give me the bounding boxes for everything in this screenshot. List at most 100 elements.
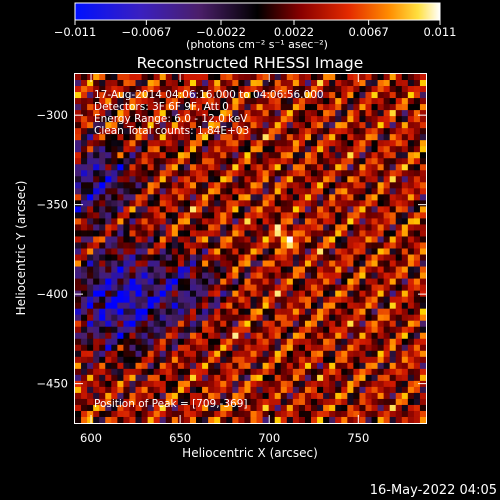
heatmap-cell — [153, 80, 161, 87]
heatmap-cell — [280, 398, 288, 406]
heatmap-cell — [220, 332, 227, 340]
heatmap-cell — [286, 146, 294, 153]
heatmap-cell — [262, 200, 270, 207]
heatmap-cell — [377, 200, 385, 207]
heatmap-cell — [226, 170, 233, 177]
heatmap-cell — [407, 200, 415, 207]
heatmap-cell — [377, 92, 385, 99]
heatmap-cell — [81, 200, 88, 207]
heatmap-cell — [135, 368, 142, 376]
heatmap-cell — [93, 122, 100, 129]
heatmap-cell — [87, 152, 94, 159]
heatmap-cell — [335, 308, 342, 316]
heatmap-cell — [250, 104, 257, 111]
heatmap-cell — [147, 158, 155, 165]
heatmap-cell — [87, 104, 94, 111]
heatmap-cell — [268, 308, 276, 316]
heatmap-cell — [280, 362, 288, 370]
heatmap-cell — [177, 266, 185, 273]
heatmap-cell — [407, 242, 415, 249]
heatmap-cell — [341, 146, 348, 153]
heatmap-cell — [413, 296, 421, 304]
heatmap-cell — [183, 380, 191, 388]
heatmap-cell — [274, 266, 282, 273]
heatmap-cell — [407, 236, 415, 243]
heatmap-cell — [208, 164, 215, 171]
heatmap-cell — [171, 254, 179, 261]
heatmap-cell — [226, 224, 233, 231]
heatmap-cell — [413, 302, 421, 310]
heatmap-cell — [105, 98, 112, 105]
heatmap-cell — [171, 416, 179, 424]
heatmap-cell — [329, 116, 336, 123]
heatmap-cell — [401, 74, 409, 81]
heatmap-cell — [117, 374, 124, 382]
heatmap-cell — [183, 374, 191, 382]
heatmap-cell — [238, 410, 245, 418]
heatmap-cell — [304, 218, 312, 225]
heatmap-cell — [202, 188, 209, 195]
heatmap-cell — [335, 170, 342, 177]
heatmap-cell — [183, 410, 191, 418]
heatmap-cell — [262, 302, 270, 310]
heatmap-cell — [129, 86, 136, 93]
heatmap-cell — [359, 416, 366, 424]
heatmap-cell — [189, 224, 197, 231]
heatmap-cell — [377, 254, 385, 261]
heatmap-cell — [377, 134, 385, 141]
heatmap-cell — [244, 146, 251, 153]
heatmap-cell — [256, 92, 263, 99]
heatmap-cell — [298, 344, 306, 352]
heatmap-cell — [159, 236, 167, 243]
heatmap-cell — [304, 170, 312, 177]
heatmap-cell — [105, 362, 112, 370]
colorbar-tick-label: −0.0022 — [196, 25, 246, 39]
heatmap-cell — [93, 302, 100, 310]
heatmap-cell — [389, 344, 397, 352]
heatmap-cell — [183, 320, 191, 328]
heatmap-cell — [401, 224, 409, 231]
heatmap-cell — [256, 152, 263, 159]
annotation-line: 17-Aug-2014 04:06:16.000 to 04:06:56.000 — [94, 89, 324, 101]
heatmap-cell — [359, 242, 366, 249]
heatmap-cell — [208, 380, 215, 388]
heatmap-cell — [208, 284, 215, 292]
heatmap-cell — [389, 74, 397, 81]
heatmap-cell — [93, 134, 100, 141]
heatmap-cell — [353, 152, 360, 159]
heatmap-cell — [383, 356, 391, 364]
heatmap-cell — [353, 212, 360, 219]
heatmap-cell — [298, 122, 306, 129]
heatmap-cell — [75, 122, 82, 129]
heatmap-cell — [256, 206, 263, 213]
heatmap-cell — [244, 314, 251, 322]
heatmap-cell — [359, 266, 366, 273]
heatmap-cell — [395, 152, 403, 159]
heatmap-cell — [311, 164, 318, 171]
heatmap-cell — [147, 110, 155, 117]
heatmap-cell — [189, 188, 197, 195]
heatmap-cell — [183, 98, 191, 105]
heatmap-cell — [87, 122, 94, 129]
heatmap-cell — [171, 104, 179, 111]
heatmap-cell — [141, 290, 149, 298]
heatmap-cell — [268, 224, 276, 231]
heatmap-cell — [202, 230, 209, 237]
heatmap-cell — [280, 380, 288, 388]
heatmap-cell — [87, 392, 94, 400]
heatmap-cell — [335, 164, 342, 171]
heatmap-cell — [226, 230, 233, 237]
heatmap-cell — [238, 260, 245, 267]
heatmap-cell — [395, 296, 403, 304]
heatmap-cell — [365, 92, 372, 99]
heatmap-cell — [93, 398, 100, 406]
heatmap-cell — [135, 302, 142, 310]
heatmap-cell — [81, 260, 88, 267]
heatmap-cell — [371, 374, 378, 382]
heatmap-cell — [171, 332, 179, 340]
heatmap-cell — [256, 230, 263, 237]
heatmap-cell — [196, 80, 203, 87]
heatmap-cell — [268, 344, 276, 352]
heatmap-cell — [317, 152, 324, 159]
heatmap-cell — [99, 212, 106, 219]
